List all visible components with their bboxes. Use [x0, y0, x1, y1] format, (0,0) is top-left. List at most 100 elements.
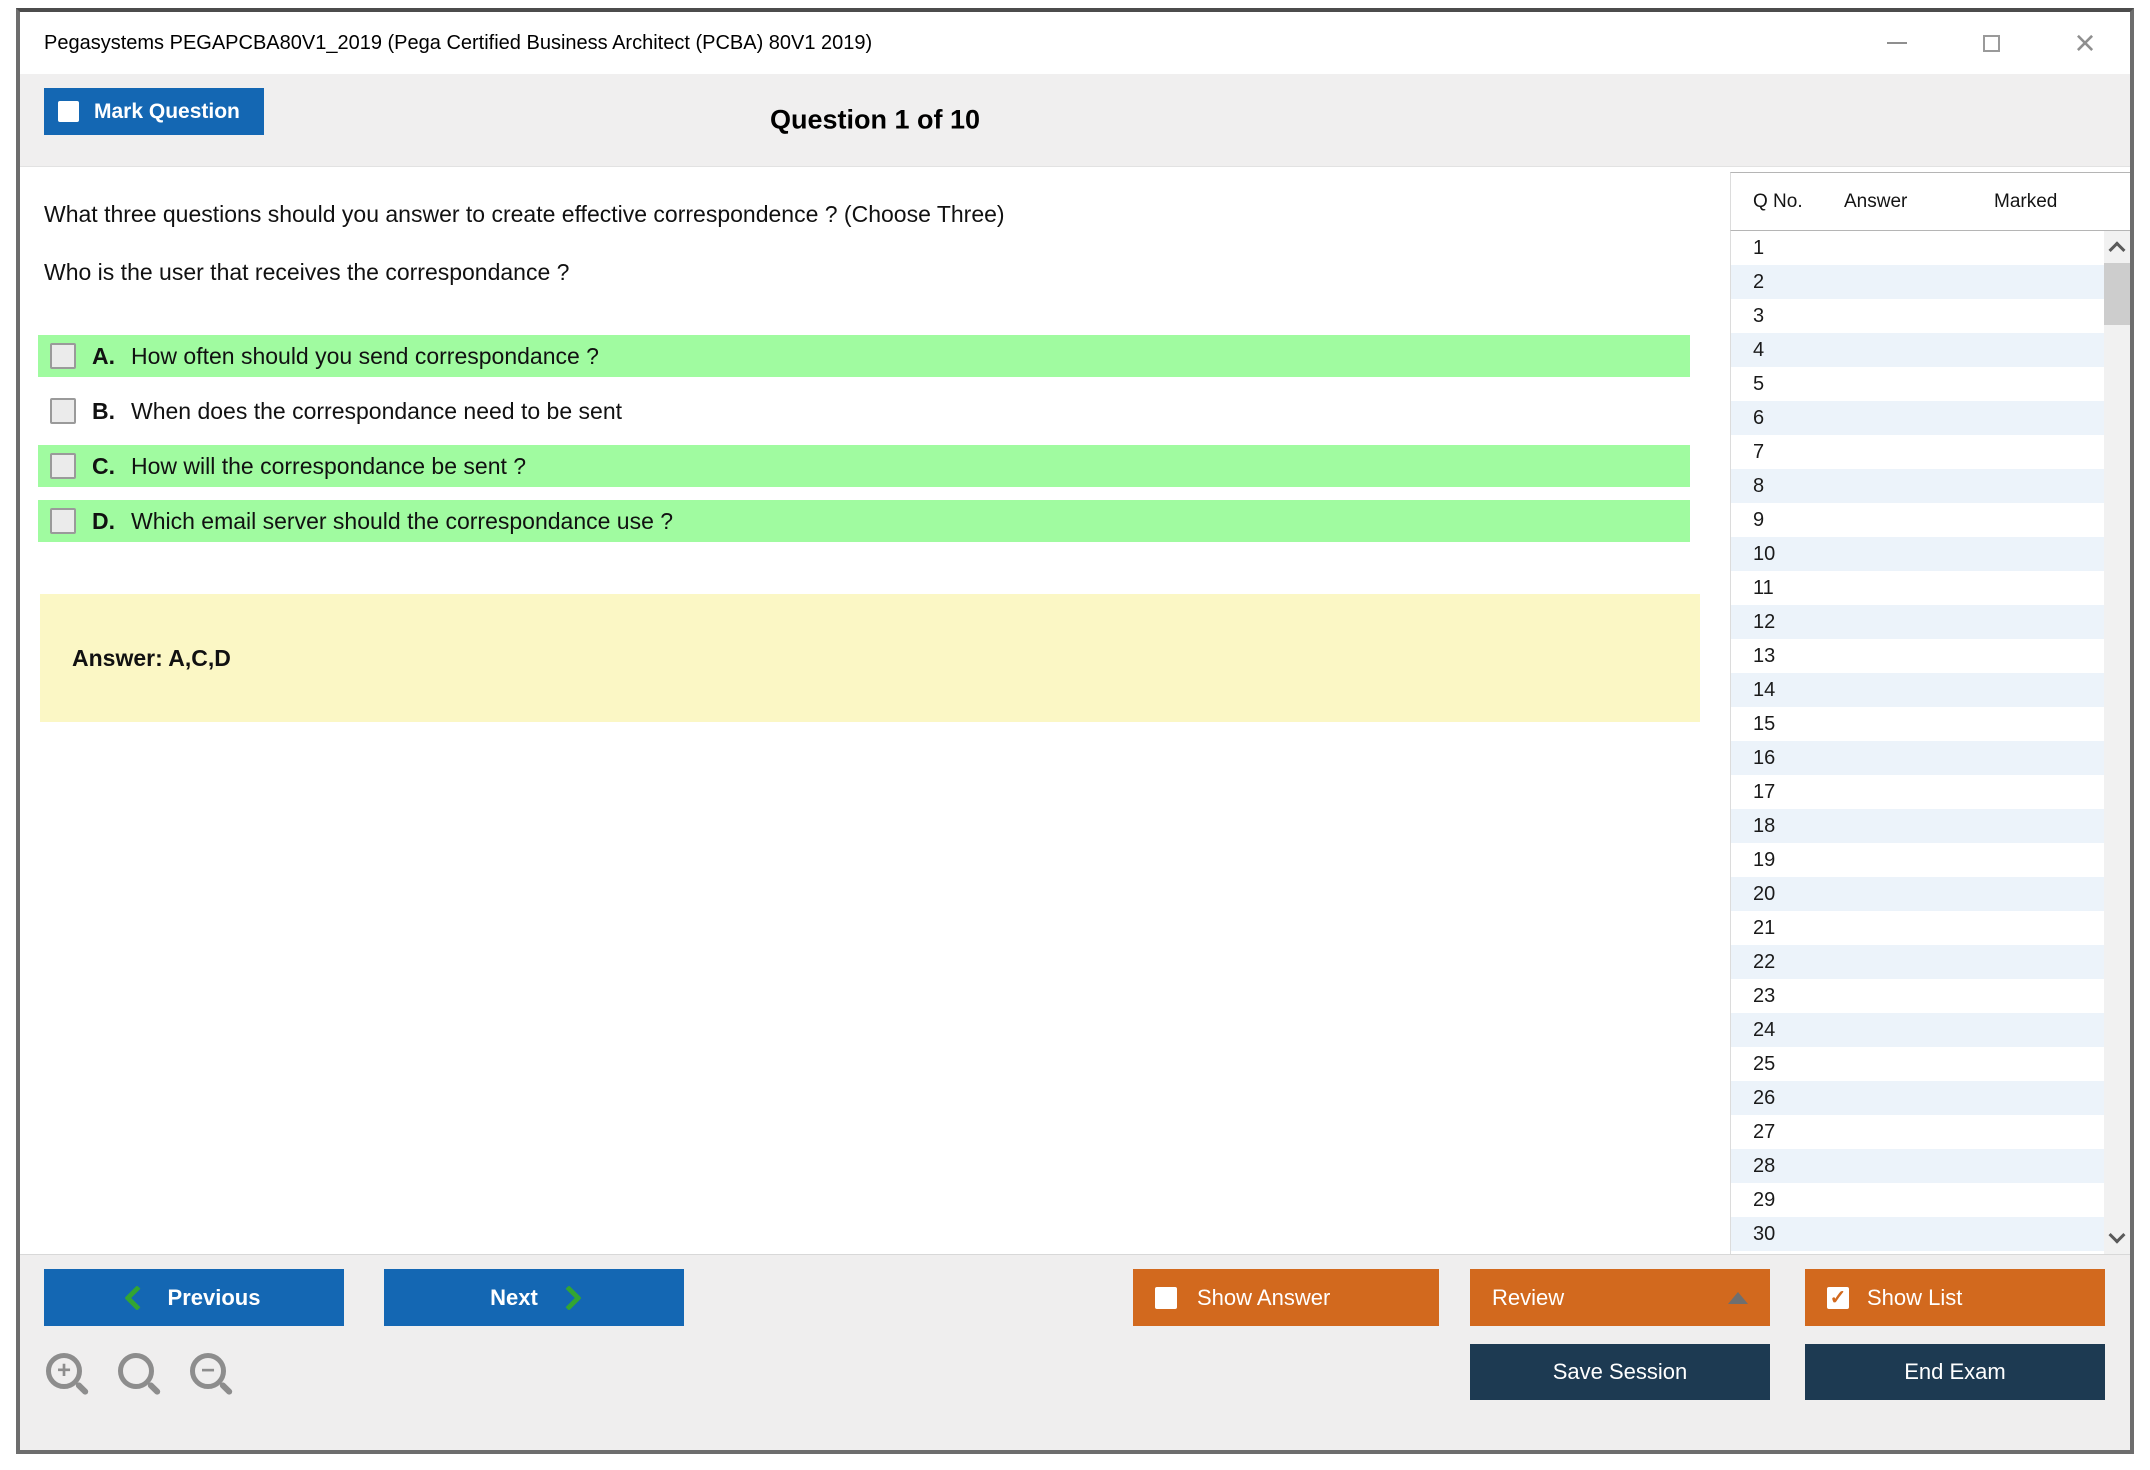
save-session-button[interactable]: Save Session: [1470, 1344, 1770, 1400]
table-row[interactable]: 27: [1731, 1115, 2130, 1149]
table-row[interactable]: 19: [1731, 843, 2130, 877]
row-qno: 29: [1753, 1189, 1776, 1211]
scrollbar-thumb[interactable]: [2104, 263, 2130, 325]
table-row[interactable]: 17: [1731, 775, 2130, 809]
option-row-d[interactable]: D. Which email server should the correspo…: [38, 500, 1690, 542]
row-qno: 28: [1753, 1155, 1776, 1177]
option-letter: C.: [92, 452, 115, 479]
option-checkbox[interactable]: [50, 398, 76, 424]
mark-question-button[interactable]: Mark Question: [44, 88, 264, 135]
scroll-up-button[interactable]: [2104, 231, 2130, 263]
table-row[interactable]: 5: [1731, 367, 2130, 401]
question-list-scrollbar[interactable]: [2104, 231, 2130, 1254]
check-icon: ✓: [1829, 1286, 1847, 1309]
mark-question-label: Mark Question: [94, 99, 240, 123]
table-row[interactable]: 15: [1731, 707, 2130, 741]
option-checkbox[interactable]: [50, 343, 76, 369]
question-prompt: What three questions should you answer t…: [44, 201, 1005, 227]
column-header-marked: Marked: [1994, 190, 2058, 212]
row-qno: 7: [1753, 441, 1765, 463]
maximize-icon: [1982, 34, 2000, 52]
zoom-toolbar: + −: [46, 1353, 226, 1389]
table-row[interactable]: 14: [1731, 673, 2130, 707]
option-checkbox[interactable]: [50, 508, 76, 534]
previous-label: Previous: [167, 1284, 261, 1310]
table-row[interactable]: 18: [1731, 809, 2130, 843]
row-qno: 8: [1753, 475, 1765, 497]
review-button[interactable]: Review: [1470, 1269, 1770, 1326]
previous-button[interactable]: Previous: [44, 1269, 344, 1326]
zoom-in-icon[interactable]: +: [46, 1353, 82, 1389]
question-list-header: Q No. Answer Marked: [1730, 172, 2130, 231]
table-row[interactable]: 25: [1731, 1047, 2130, 1081]
row-qno: 26: [1753, 1087, 1776, 1109]
row-qno: 18: [1753, 815, 1776, 837]
minimize-button[interactable]: [1882, 28, 1912, 58]
table-row[interactable]: 6: [1731, 401, 2130, 435]
search-icon[interactable]: [118, 1353, 154, 1389]
option-text: How often should you send correspondance…: [131, 342, 599, 369]
option-row-b[interactable]: B. When does the correspondance need to b…: [38, 390, 1690, 432]
table-row[interactable]: 4: [1731, 333, 2130, 367]
header-band: Mark Question Question 1 of 10: [20, 74, 2130, 167]
table-row[interactable]: 26: [1731, 1081, 2130, 1115]
option-row-a[interactable]: A. How often should you send correspondan…: [38, 335, 1690, 377]
option-row-c[interactable]: C. How will the correspondance be sent ?: [38, 445, 1690, 487]
end-exam-button[interactable]: End Exam: [1805, 1344, 2105, 1400]
table-row[interactable]: 1: [1731, 231, 2130, 265]
minimize-icon: [1887, 42, 1907, 44]
row-qno: 20: [1753, 883, 1776, 905]
row-qno: 6: [1753, 407, 1765, 429]
option-letter: A.: [92, 342, 115, 369]
footer-bar: Previous Next Show Answer Review ✓ Show …: [20, 1254, 2130, 1450]
option-letter: B.: [92, 397, 115, 424]
question-subprompt: Who is the user that receives the corres…: [44, 259, 570, 285]
window-controls: ×: [1882, 12, 2100, 74]
table-row[interactable]: 8: [1731, 469, 2130, 503]
show-answer-button[interactable]: Show Answer: [1133, 1269, 1439, 1326]
show-list-button[interactable]: ✓ Show List: [1805, 1269, 2105, 1326]
row-qno: 22: [1753, 951, 1776, 973]
row-qno: 25: [1753, 1053, 1776, 1075]
table-row[interactable]: 2: [1731, 265, 2130, 299]
table-row[interactable]: 7: [1731, 435, 2130, 469]
option-checkbox[interactable]: [50, 453, 76, 479]
answer-text: Answer: A,C,D: [72, 644, 231, 671]
row-qno: 4: [1753, 339, 1765, 361]
table-row[interactable]: 3: [1731, 299, 2130, 333]
row-qno: 24: [1753, 1019, 1776, 1041]
table-row[interactable]: 10: [1731, 537, 2130, 571]
table-row[interactable]: 29: [1731, 1183, 2130, 1217]
show-list-checkbox[interactable]: ✓: [1827, 1286, 1849, 1309]
table-row[interactable]: 20: [1731, 877, 2130, 911]
row-qno: 17: [1753, 781, 1776, 803]
table-row[interactable]: 11: [1731, 571, 2130, 605]
next-label: Next: [490, 1284, 538, 1310]
table-row[interactable]: 22: [1731, 945, 2130, 979]
table-row[interactable]: 21: [1731, 911, 2130, 945]
table-row[interactable]: 16: [1731, 741, 2130, 775]
scroll-down-button[interactable]: [2104, 1222, 2130, 1254]
table-row[interactable]: 12: [1731, 605, 2130, 639]
table-row[interactable]: 24: [1731, 1013, 2130, 1047]
table-row[interactable]: 23: [1731, 979, 2130, 1013]
mark-question-checkbox[interactable]: [58, 101, 79, 122]
row-qno: 3: [1753, 305, 1765, 327]
next-button[interactable]: Next: [384, 1269, 684, 1326]
column-header-answer: Answer: [1844, 190, 1908, 212]
maximize-button[interactable]: [1976, 28, 2006, 58]
show-answer-checkbox[interactable]: [1155, 1286, 1177, 1309]
row-qno: 15: [1753, 713, 1776, 735]
question-list-panel: Q No. Answer Marked 1 2 3 4 5 6 7 8 9 10 11 12 13 14 1…: [1730, 167, 2130, 1254]
chevron-up-icon: [2108, 241, 2126, 259]
zoom-out-icon[interactable]: −: [190, 1353, 226, 1389]
row-qno: 1: [1753, 237, 1765, 259]
table-row[interactable]: 13: [1731, 639, 2130, 673]
table-row[interactable]: 28: [1731, 1149, 2130, 1183]
chevron-left-icon: [123, 1284, 150, 1311]
table-row[interactable]: 9: [1731, 503, 2130, 537]
close-button[interactable]: ×: [2070, 25, 2100, 61]
triangle-up-icon: [1728, 1291, 1748, 1304]
options-list: A. How often should you send correspondan…: [38, 335, 1730, 542]
table-row[interactable]: 30: [1731, 1217, 2130, 1251]
